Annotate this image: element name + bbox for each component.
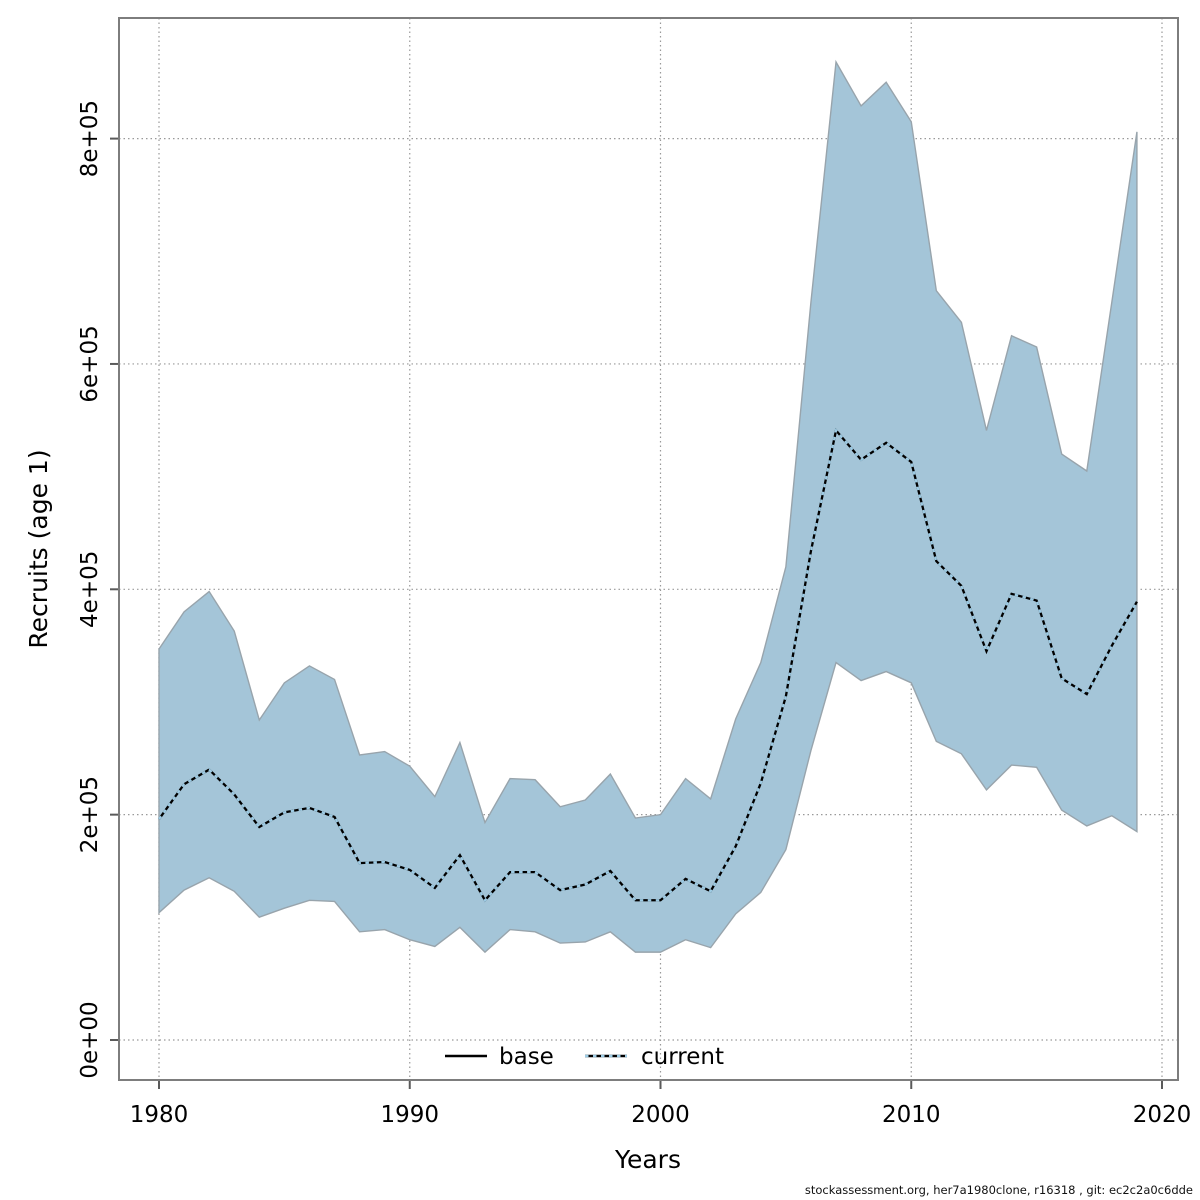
y-tick-label: 0e+00 [77, 1001, 103, 1078]
y-tick-label: 6e+05 [77, 325, 103, 402]
footer-credit: stockassessment.org, her7a1980clone, r16… [804, 1183, 1193, 1197]
y-axis-title: Recruits (age 1) [24, 449, 53, 648]
current-line [158, 427, 1138, 903]
plot-frame [118, 17, 1179, 1081]
x-tick-label: 2010 [882, 1102, 941, 1128]
legend-base-label: base [499, 1044, 554, 1070]
x-tick-label: 1980 [130, 1102, 189, 1128]
x-tick-label: 2000 [631, 1102, 690, 1128]
y-tick-label: 8e+05 [77, 100, 103, 177]
y-tick-label: 2e+05 [77, 776, 103, 853]
x-tick-label: 2020 [1133, 1102, 1192, 1128]
y-tick-label: 4e+05 [77, 551, 103, 628]
confidence-band [158, 59, 1138, 954]
x-axis-title: Years [614, 1145, 681, 1174]
x-tick-label: 1990 [380, 1102, 439, 1128]
legend-current-label: current [641, 1044, 724, 1070]
